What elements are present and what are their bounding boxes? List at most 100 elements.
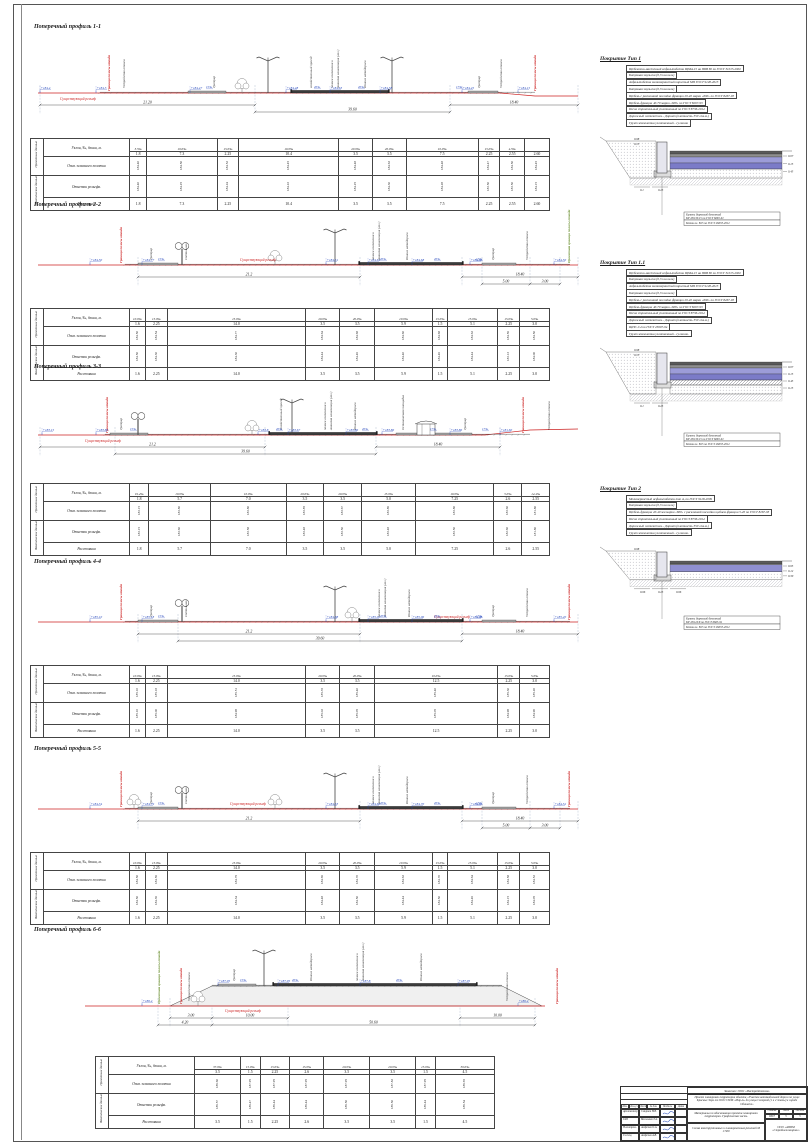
street-lamp-icon [323,585,347,622]
table-cell: Расстояния [43,724,130,739]
bus-shelter-icon [414,420,438,436]
feature-label: ливневая канализация (газ.) [377,222,381,261]
pavement-layer: Щебеночно-мастичный асфальтобетон ЩМА-15… [626,65,744,73]
table-cell: 183.80 [415,501,495,521]
table-cell: 184.05 [519,888,550,913]
boundary-label: Граница полосы отвода [119,227,123,264]
table-cell: 184.46 [446,888,499,913]
sidewalk-strip [467,90,499,94]
svg-text:20‰: 20‰ [434,614,440,618]
svg-text:+184.52: +184.52 [555,802,567,806]
table-cell: 184.50 [129,326,146,346]
table-cell: 10.0‰ 1.6 [129,308,146,327]
svg-text:+183.80: +183.80 [97,428,109,432]
table-cell: 3.0 [519,911,550,926]
table-cell: Уклон, ‰, длина, м. [43,665,130,684]
elevation-mark: +185.06 [411,615,424,622]
bottom-dim: 0.1 [640,188,644,192]
table-cell: 183.60 [148,519,211,544]
table-cell: 185.05 [373,701,499,726]
svg-text:+183.8: +183.8 [259,428,269,432]
table-cell: 5.0‰ 3.0 [519,852,550,871]
table-cell: 183.85 [285,501,325,521]
pavement-layer: Дорожный геотекстиль - Дорнит (плотность… [626,522,712,530]
table-cell: 184.34 [166,888,306,913]
table-cell: Отметки рельефа. [43,888,130,913]
svg-text:+184.50: +184.50 [91,258,103,262]
svg-text:БР 100.30.15 по ГОСТ 6665-91: БР 100.30.15 по ГОСТ 6665-91 [685,437,724,441]
table-cell: 5.0‰ 3.0 [519,665,550,684]
svg-text:+187.8: +187.8 [361,979,371,983]
svg-text:БР 100.30.15 по ГОСТ 6665-91: БР 100.30.15 по ГОСТ 6665-91 [685,216,724,220]
profile-section-3-3: Поперечный профиль 3-3 Тротуар хозяйственн… [30,364,605,557]
twin-globe-light-icon [174,599,190,622]
table-cell: 20.0‰ 3.5 [369,1056,417,1075]
svg-text:15‰: 15‰ [206,85,212,89]
sand-backfill [605,550,657,580]
svg-text:+187.95: +187.95 [459,979,471,983]
signature-col-header: Изм. [621,1104,629,1109]
table-cell: 15.0‰ 1.5 [415,1056,436,1075]
layer-thickness-dim: 0.07 [788,365,794,369]
table-cell: 186.54 [434,1092,495,1117]
table-cell: 184.62 [373,870,434,890]
slope-annotation: 20‰ [314,85,321,89]
pavement-layer: Щебень с расклинкой послойно фракции 20-… [626,92,738,100]
table-cell: 2.25 [144,911,168,926]
elevation-mark: +184.52 [553,802,567,809]
svg-text:Камень бортовой бетонный: Камень бортовой бетонный [685,213,722,217]
table-cell: 1.6 [129,911,146,926]
project-name: Проект планировки территории объекта «Уч… [687,1094,807,1109]
table-cell: 186.44 [259,1092,291,1117]
pavement-layer: Грунт земполотна уплотненный - суглинок [626,119,691,127]
table-cell: Отм. земляного полотна [43,501,130,521]
svg-text:+184.98: +184.98 [471,615,483,619]
pavement-layer: Битумная эмульсия (0,7л на кв.м) [626,85,678,93]
layer-thickness-dim: 0.07 [788,154,794,158]
table-cell: 184.48 [338,156,373,176]
table-cell: 15.0‰ 2.25 [497,308,521,327]
svg-text:3.00: 3.00 [542,824,549,828]
signature-col-header: Лист [639,1104,647,1109]
dimension-line: 10.00 [210,1014,290,1020]
feature-label: Тротуар [491,248,495,260]
pavement-layer: Асфальтобетон мелкозернистый пористый МП… [626,78,722,86]
svg-text:10.00: 10.00 [246,1014,255,1018]
role-label: Архитектор [621,1109,639,1117]
table-cell: 185.10 [129,683,146,703]
table-cell: 10.4 [238,197,340,212]
svg-text:+183.86: +183.86 [451,428,463,432]
feature-label: Устройство откоса [186,972,191,1001]
feature-label: полоса озеленения и [371,776,375,804]
layer-thickness-dim: 0.05 [788,564,794,568]
table-cell: 185.35 [304,683,341,703]
svg-text:15‰: 15‰ [158,801,164,805]
feature-label: Тротуар [149,248,153,260]
table-cell: 184.15 [523,174,550,199]
svg-text:17‰: 17‰ [476,257,482,261]
profile-data-table: Проектные данные Уклон, ‰, длина, м. 10.0‰… [30,308,550,382]
pavement-layer: Битумная эмульсия (0,7л на кв.м) [626,71,678,79]
feature-label: полоса озеленения и [371,232,375,260]
table-cell: 5.0 [361,542,417,557]
dimension-line: 39.60 [253,108,452,114]
date-cell [675,1133,687,1141]
dimension-line: 18.40 [460,273,580,279]
tree-icon [267,250,283,265]
slope-annotation: 15‰ [130,427,137,431]
table-cell: 184.66 [304,870,341,890]
table-cell: 3.5 [304,724,341,739]
table-cell: Отметки рельефа. [43,174,130,199]
table-cell: 184.56 [144,870,168,890]
table-cell: 4.5 [434,1115,495,1130]
boundary-label: Граница полосы отвода [105,397,109,434]
svg-text:+185.10: +185.10 [91,615,103,619]
profile-section-5-5: Поперечный профиль 5-5 Тротуар Светильник п… [30,746,605,926]
feature-label: Полоса автодороги [353,402,357,431]
existing-relief-label: Существующий рельеф [85,438,121,443]
feature-label: Полоса автодороги [407,589,411,618]
roadway-strip [358,805,464,810]
svg-text:+184.50: +184.50 [555,258,567,262]
